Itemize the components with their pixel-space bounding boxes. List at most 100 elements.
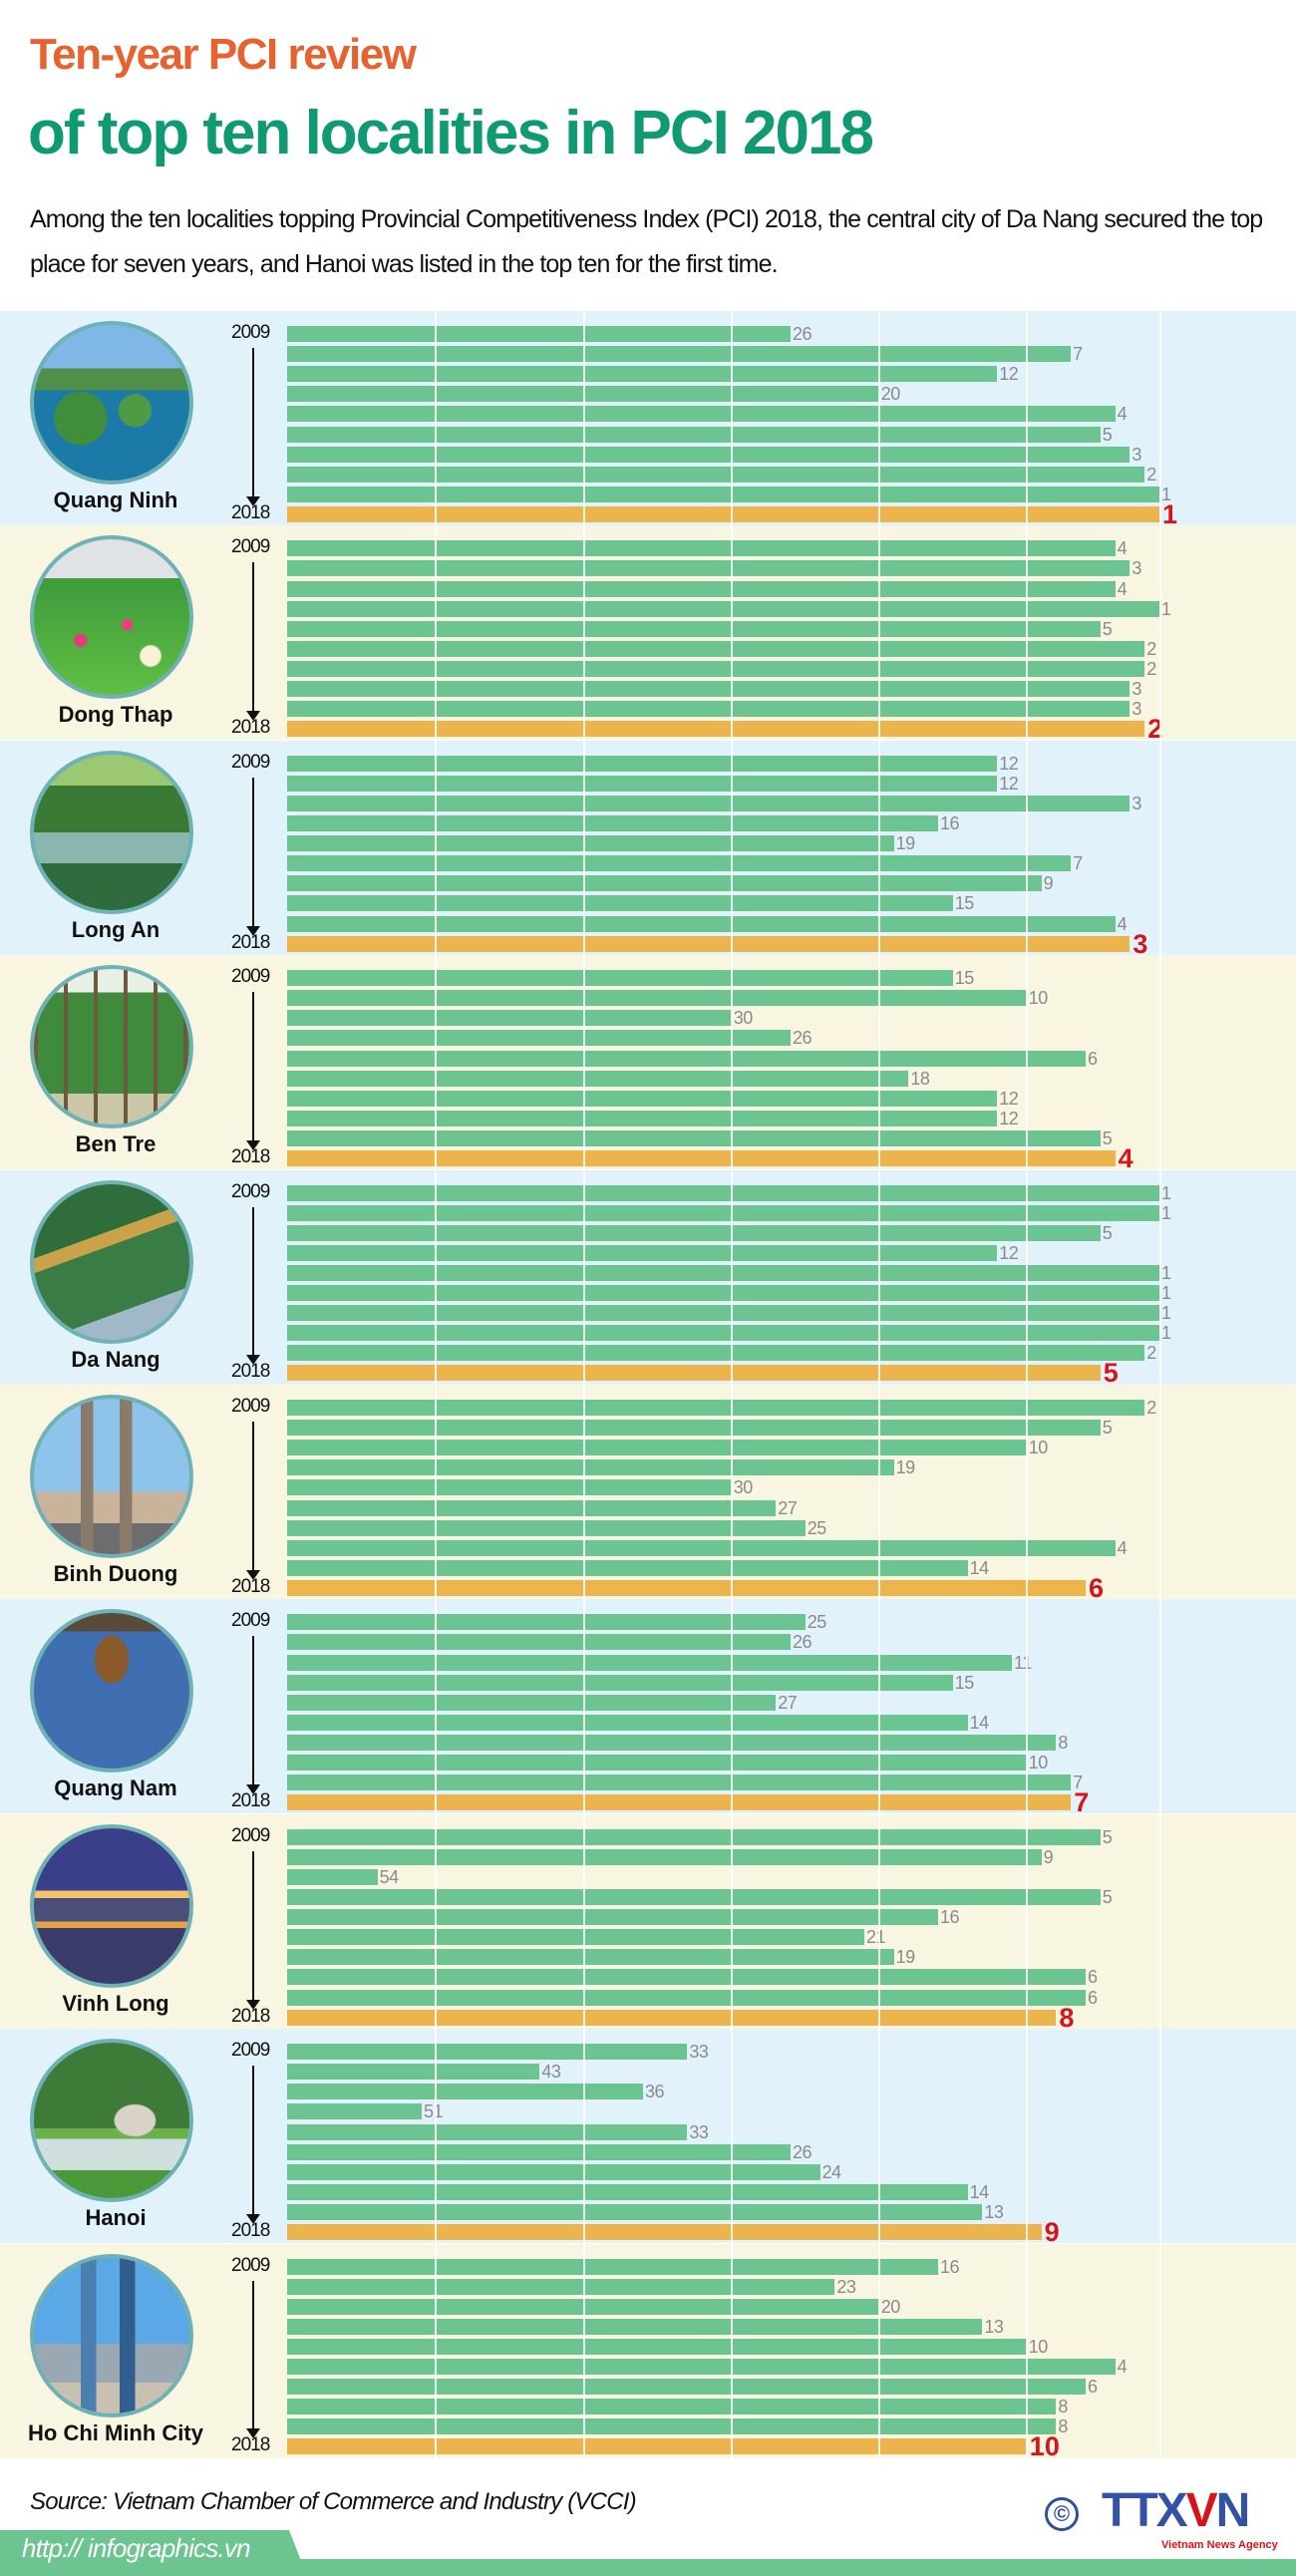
source-note: Source: Vietnam Chamber of Commerce and … (30, 2488, 637, 2515)
rank-2018-label: 1 (1162, 498, 1178, 529)
rank-label: 5 (1102, 1418, 1113, 1439)
bar-rank (287, 815, 938, 832)
year-end-label: 2018 (231, 2220, 270, 2242)
locality-name: Quang Ninh (53, 487, 178, 512)
bar-rank (287, 1285, 1159, 1302)
bar-rank (287, 1420, 1101, 1437)
rank-label: 7 (1073, 853, 1083, 874)
arrow-down-icon (246, 1569, 260, 1580)
arrow-down-icon (246, 711, 260, 722)
rank-label: 18 (910, 1068, 930, 1089)
rank-label: 1 (1161, 1303, 1171, 1324)
year-end-label: 2018 (231, 1146, 270, 1168)
year-start-label: 2009 (231, 1824, 270, 1846)
rank-label: 1 (1161, 1262, 1171, 1283)
year-start-label: 2009 (231, 1396, 270, 1417)
rank-label: 16 (940, 1907, 960, 1928)
rank-label: 10 (1028, 2336, 1049, 2357)
rank-label: 25 (807, 1517, 827, 1538)
bar-rank (287, 2143, 791, 2160)
bar-rank (287, 1499, 777, 1516)
bar-rank (287, 1559, 968, 1576)
bar-rank (287, 1989, 1086, 2006)
bar-rank (287, 2379, 1086, 2396)
website-link[interactable]: http:// infographics.vn (22, 2533, 251, 2563)
rank-label: 26 (793, 2141, 812, 2162)
locality-photo (30, 1395, 193, 1558)
rank-label: 6 (1088, 1048, 1098, 1069)
year-end-label: 2018 (231, 2005, 270, 2027)
rank-label: 15 (954, 893, 975, 914)
bar-rank (287, 560, 1131, 577)
year-start-label: 2009 (231, 1180, 270, 1202)
gridline (731, 311, 733, 2458)
rank-2018-label: 5 (1103, 1358, 1119, 1389)
bar-rank (287, 1614, 806, 1631)
footer-tab (0, 2530, 307, 2576)
bar-2018 (287, 1794, 1072, 1811)
bar-rank (287, 540, 1116, 557)
bar-rank (287, 755, 998, 772)
rank-label: 43 (541, 2062, 561, 2083)
bar-rank (287, 1110, 998, 1127)
rank-label: 8 (1058, 2416, 1068, 2437)
bar-rank (287, 855, 1072, 872)
rank-label: 6 (1088, 2377, 1098, 2398)
rank-label: 54 (379, 1866, 400, 1887)
bar-rank (287, 2278, 835, 2295)
arrow-down-icon (246, 1784, 260, 1795)
logo-text-left: TTX (1102, 2484, 1188, 2537)
rank-label: 12 (999, 1242, 1019, 1263)
bar-rank (287, 366, 998, 383)
rank-label: 26 (793, 1632, 812, 1653)
bar-rank (287, 1264, 1159, 1281)
rank-2018-label: 2 (1147, 714, 1163, 745)
bar-rank (287, 1774, 1072, 1791)
bar-2018 (287, 721, 1145, 738)
rank-label: 3 (1132, 679, 1141, 700)
agency-name: Vietnam News Agency (1161, 2539, 1278, 2551)
rank-label: 7 (1073, 1772, 1083, 1793)
timeline-arrow (252, 1850, 254, 2002)
bar-rank (287, 346, 1072, 363)
bar-rank (287, 915, 1116, 932)
rank-label: 13 (984, 2316, 1004, 2337)
intro-text: Among the ten localities topping Provinc… (30, 205, 1263, 278)
bar-rank (287, 1889, 1101, 1906)
rank-label: 1 (1161, 483, 1171, 504)
bar-rank (287, 875, 1042, 892)
year-end-label: 2018 (231, 717, 270, 739)
rank-label: 20 (880, 2296, 901, 2317)
rank-label: 4 (1117, 1537, 1128, 1558)
year-end-label: 2018 (231, 1575, 270, 1597)
bar-rank (287, 2103, 422, 2120)
rank-label: 12 (999, 1108, 1019, 1128)
locality-section: Vinh Long 2009 2018 5 9 54 5 16 21 19 6 6 8 (0, 1813, 1296, 2031)
title-line-2: of top ten localities in PCI 2018 (28, 99, 874, 167)
bar-rank (287, 1345, 1145, 1362)
bar-rank (287, 640, 1145, 657)
rank-label: 8 (1058, 2397, 1068, 2417)
year-start-label: 2009 (231, 2254, 270, 2276)
rank-label: 5 (1102, 1887, 1113, 1908)
rank-label: 5 (1102, 424, 1113, 445)
rank-label: 25 (807, 1612, 827, 1633)
rank-2018-label: 3 (1133, 928, 1148, 959)
bar-rank (287, 990, 1027, 1007)
bar-2018 (287, 935, 1131, 952)
locality-section: Ho Chi Minh City 2009 2018 16 23 20 13 10 4 6 8 8 10 (0, 2243, 1296, 2460)
locality-photo (30, 2253, 193, 2417)
rank-label: 12 (999, 753, 1019, 774)
bar-rank (287, 1868, 378, 1885)
bar-rank (287, 1539, 1116, 1556)
rank-label: 15 (954, 968, 975, 989)
locality-photo (30, 965, 193, 1129)
locality-section: Hanoi 2009 2018 33 43 36 51 33 26 24 14 13 9 (0, 2029, 1296, 2246)
timeline-arrow (252, 562, 254, 714)
rank-label: 4 (1117, 578, 1128, 599)
rank-label: 5 (1102, 618, 1113, 639)
rank-label: 4 (1117, 2357, 1128, 2378)
bar-rank (287, 660, 1145, 677)
rank-label: 2 (1146, 1398, 1156, 1418)
rank-label: 3 (1132, 793, 1141, 813)
